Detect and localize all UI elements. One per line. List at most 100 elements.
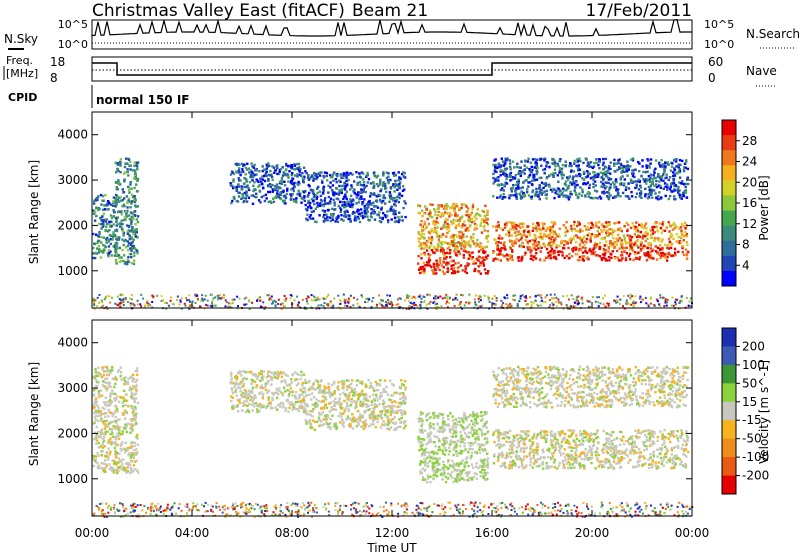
power-cell xyxy=(272,166,276,169)
power-cell xyxy=(654,192,657,195)
power-cell xyxy=(318,190,321,193)
power-cell xyxy=(568,256,571,260)
power-cell xyxy=(480,231,484,234)
power-cell xyxy=(521,194,525,197)
power-cell xyxy=(649,250,652,254)
power-cell xyxy=(358,175,362,178)
power-cell xyxy=(486,209,489,212)
power-cell xyxy=(104,225,108,229)
power-cell xyxy=(454,241,458,245)
power-cell xyxy=(601,191,604,194)
power-cell xyxy=(467,251,470,254)
power-strip-cell xyxy=(271,301,274,304)
power-cell xyxy=(525,179,528,182)
power-strip-cell xyxy=(251,301,254,304)
power-cell xyxy=(677,170,680,173)
power-cell xyxy=(608,259,611,262)
power-cell xyxy=(609,183,612,186)
power-cell xyxy=(683,183,686,186)
power-cell xyxy=(460,226,464,229)
power-cell xyxy=(627,187,631,190)
velocity-cell xyxy=(114,409,117,413)
power-strip-cell xyxy=(416,305,419,308)
power-strip-cell xyxy=(261,306,264,309)
power-cell xyxy=(565,254,568,258)
power-cell xyxy=(503,184,506,187)
power-cell xyxy=(591,166,594,170)
velocity-cell xyxy=(122,468,126,472)
velocity-cell xyxy=(108,463,111,466)
power-colorbar-label: Power [dB] xyxy=(757,175,771,240)
velocity-cell xyxy=(111,432,114,435)
power-strip-cell xyxy=(375,305,378,308)
power-cell xyxy=(532,255,535,259)
power-cell xyxy=(554,165,557,168)
power-cell xyxy=(336,197,340,201)
velocity-cell xyxy=(121,432,124,436)
power-strip-cell xyxy=(433,300,436,303)
power-strip-cell xyxy=(321,297,324,300)
velocity-cell xyxy=(136,443,139,446)
power-cell xyxy=(581,251,585,254)
power-cell xyxy=(123,178,126,181)
velocity-cell xyxy=(289,383,292,386)
power-cell xyxy=(635,244,639,247)
power-cell xyxy=(261,178,265,181)
power-cell xyxy=(423,205,427,208)
power-cell xyxy=(233,195,236,199)
power-cell xyxy=(251,202,255,205)
power-cell xyxy=(533,239,536,243)
power-cell xyxy=(365,209,369,212)
velocity-cell xyxy=(105,365,108,369)
power-cell xyxy=(358,181,362,184)
power-cell xyxy=(626,234,629,237)
power-cell xyxy=(659,186,663,189)
power-strip-cell xyxy=(506,297,509,300)
power-cell xyxy=(467,240,470,243)
power-cell xyxy=(542,186,545,190)
power-strip-cell xyxy=(283,295,286,297)
power-strip-cell xyxy=(303,307,306,310)
power-cell xyxy=(457,270,460,273)
power-cell xyxy=(133,164,136,168)
power-cell xyxy=(495,229,498,232)
power-cell xyxy=(458,236,462,240)
power-strip-cell xyxy=(92,297,95,300)
power-cell xyxy=(369,215,373,218)
power-strip-cell xyxy=(201,297,204,300)
velocity-cell xyxy=(112,462,116,465)
power-cell xyxy=(93,219,97,222)
power-cell xyxy=(474,215,477,218)
power-cell xyxy=(362,183,366,187)
velocity-cell xyxy=(117,418,120,421)
power-cell xyxy=(602,225,606,228)
power-cell xyxy=(436,243,440,246)
power-cell xyxy=(326,219,329,222)
power-cell xyxy=(362,188,365,191)
power-cell xyxy=(645,182,648,185)
velocity-cell xyxy=(96,466,99,469)
power-cell xyxy=(107,253,110,257)
power-cell xyxy=(442,266,445,269)
power-cell xyxy=(353,216,357,220)
power-cell xyxy=(480,219,484,222)
power-cell xyxy=(331,190,334,194)
velocity-cell xyxy=(115,450,118,454)
power-strip-cell xyxy=(500,306,503,309)
power-cell xyxy=(685,159,688,162)
power-cell xyxy=(503,255,506,258)
power-strip-cell xyxy=(576,296,579,299)
power-cell xyxy=(242,170,245,173)
power-cell xyxy=(125,215,129,218)
power-strip-cell xyxy=(555,296,558,299)
power-cell xyxy=(136,179,139,183)
power-cell xyxy=(442,207,446,210)
power-cell xyxy=(629,242,632,245)
power-cell xyxy=(660,158,663,162)
velocity-cell xyxy=(98,435,101,439)
power-cell xyxy=(494,170,497,173)
power-cell xyxy=(532,173,536,177)
power-strip-cell xyxy=(202,299,204,302)
power-cell xyxy=(526,160,529,163)
power-cell xyxy=(453,270,456,273)
